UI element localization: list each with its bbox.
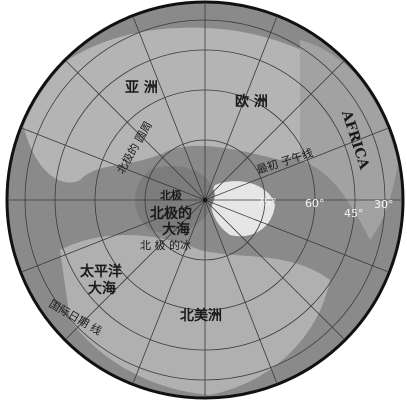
ocean-label: 太平洋 [80,263,122,280]
pole-dot [203,198,207,202]
africa-land [300,40,400,240]
latitude-label: 75° [257,196,277,209]
continent-label: 欧 洲 [235,93,268,110]
continent-label: 亚 洲 [125,80,158,96]
latitude-label: 45° [344,207,364,220]
place-label: 北极 [160,188,183,202]
graticule [9,4,401,396]
latitude-label: 30° [374,198,394,211]
ocean-label: 大海 [88,280,116,297]
latitude-label: 60° [305,197,325,210]
continent-label: 北美洲 [180,307,222,324]
eurasia [20,27,380,183]
ocean-label: 北极的 [150,205,192,222]
place-label: 北 极 的冰 [140,238,191,252]
north-america-land [60,235,330,395]
landmasses [20,27,400,395]
ocean-label: 大海 [162,221,190,238]
